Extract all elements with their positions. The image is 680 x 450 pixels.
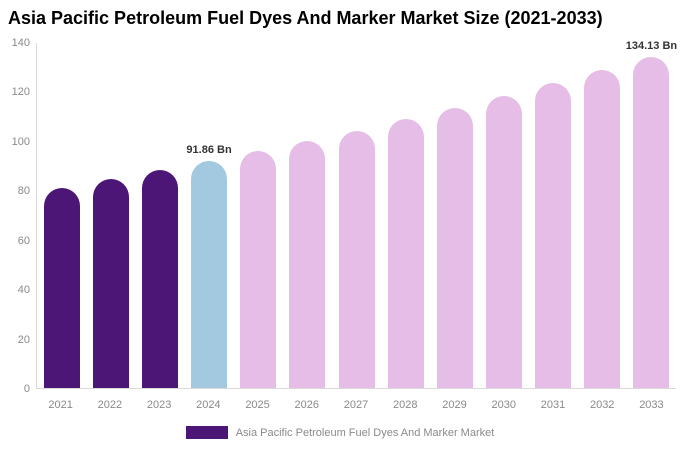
x-axis-labels: 2021 2022 2023 2024 2025 2026 2027 2028 2029 2030… xyxy=(36,399,676,411)
bar-2026[interactable] xyxy=(289,141,326,388)
bar-group-2032 xyxy=(578,43,627,388)
x-axis-label-2029: 2029 xyxy=(442,399,467,411)
bar-group-2021 xyxy=(37,43,86,388)
legend-label: Asia Pacific Petroleum Fuel Dyes And Mar… xyxy=(235,426,495,439)
bar-group-2031 xyxy=(529,43,578,388)
x-axis-label-2025: 2025 xyxy=(245,399,270,411)
y-axis-ticks: 0 20 40 60 80 100 120 140 xyxy=(0,37,30,395)
bar-2021[interactable] xyxy=(43,188,80,388)
bars-area: 91.86 Bn 134.13 Bn xyxy=(37,39,678,388)
y-axis-tick-0: 0 xyxy=(23,383,30,395)
bar-2027[interactable] xyxy=(338,130,375,388)
plot-area: 91.86 Bn 134.13 Bn xyxy=(36,39,678,389)
y-axis-tick-40: 40 xyxy=(17,284,30,297)
chart-title: Asia Pacific Petroleum Fuel Dyes And Mar… xyxy=(8,8,603,28)
x-axis-label-2023: 2023 xyxy=(146,399,172,411)
y-axis-tick-80: 80 xyxy=(17,185,30,198)
bar-group-2029 xyxy=(430,43,479,388)
bar-2025[interactable] xyxy=(240,151,277,388)
bar-2029[interactable] xyxy=(436,107,473,388)
y-axis-tick-20: 20 xyxy=(17,333,30,346)
y-axis-tick-140: 140 xyxy=(11,37,30,49)
bar-2022[interactable] xyxy=(92,179,129,388)
x-axis-label-2026: 2026 xyxy=(294,399,320,411)
bar-2033[interactable] xyxy=(633,56,670,388)
bar-2028[interactable] xyxy=(387,119,424,388)
bar-group-2024: 91.86 Bn xyxy=(184,43,233,388)
x-axis-label-2022: 2022 xyxy=(97,399,123,411)
y-axis-tick-120: 120 xyxy=(11,86,30,99)
x-axis-label-2024: 2024 xyxy=(196,399,221,411)
x-axis-label-2032: 2032 xyxy=(589,399,615,411)
x-axis-label-2031: 2031 xyxy=(540,399,566,411)
bar-group-2033: 134.13 Bn xyxy=(625,39,678,388)
bar-2024[interactable] xyxy=(191,161,228,388)
bar-2032[interactable] xyxy=(584,69,621,388)
legend-swatch xyxy=(185,426,228,439)
bar-group-2027 xyxy=(332,43,381,388)
x-axis-label-2033: 2033 xyxy=(639,399,664,411)
bar-group-2028 xyxy=(381,43,430,388)
bar-group-2025 xyxy=(234,43,283,388)
bar-value-label-2033: 134.13 Bn xyxy=(625,39,678,52)
bar-2031[interactable] xyxy=(535,83,572,388)
y-axis-tick-60: 60 xyxy=(17,234,30,247)
bar-group-2023 xyxy=(135,43,184,388)
bar-group-2022 xyxy=(86,43,135,388)
bar-2030[interactable] xyxy=(485,95,522,388)
bar-2023[interactable] xyxy=(141,170,178,388)
bar-group-2026 xyxy=(283,43,332,388)
x-axis-label-2028: 2028 xyxy=(393,399,418,411)
x-axis-label-2030: 2030 xyxy=(491,399,516,411)
y-axis-tick-100: 100 xyxy=(11,135,30,148)
x-axis-label-2021: 2021 xyxy=(48,399,73,411)
legend[interactable]: Asia Pacific Petroleum Fuel Dyes And Mar… xyxy=(0,426,680,439)
x-axis-label-2027: 2027 xyxy=(343,399,369,411)
bar-group-2030 xyxy=(479,43,528,388)
bar-value-label-2024: 91.86 Bn xyxy=(186,144,232,156)
